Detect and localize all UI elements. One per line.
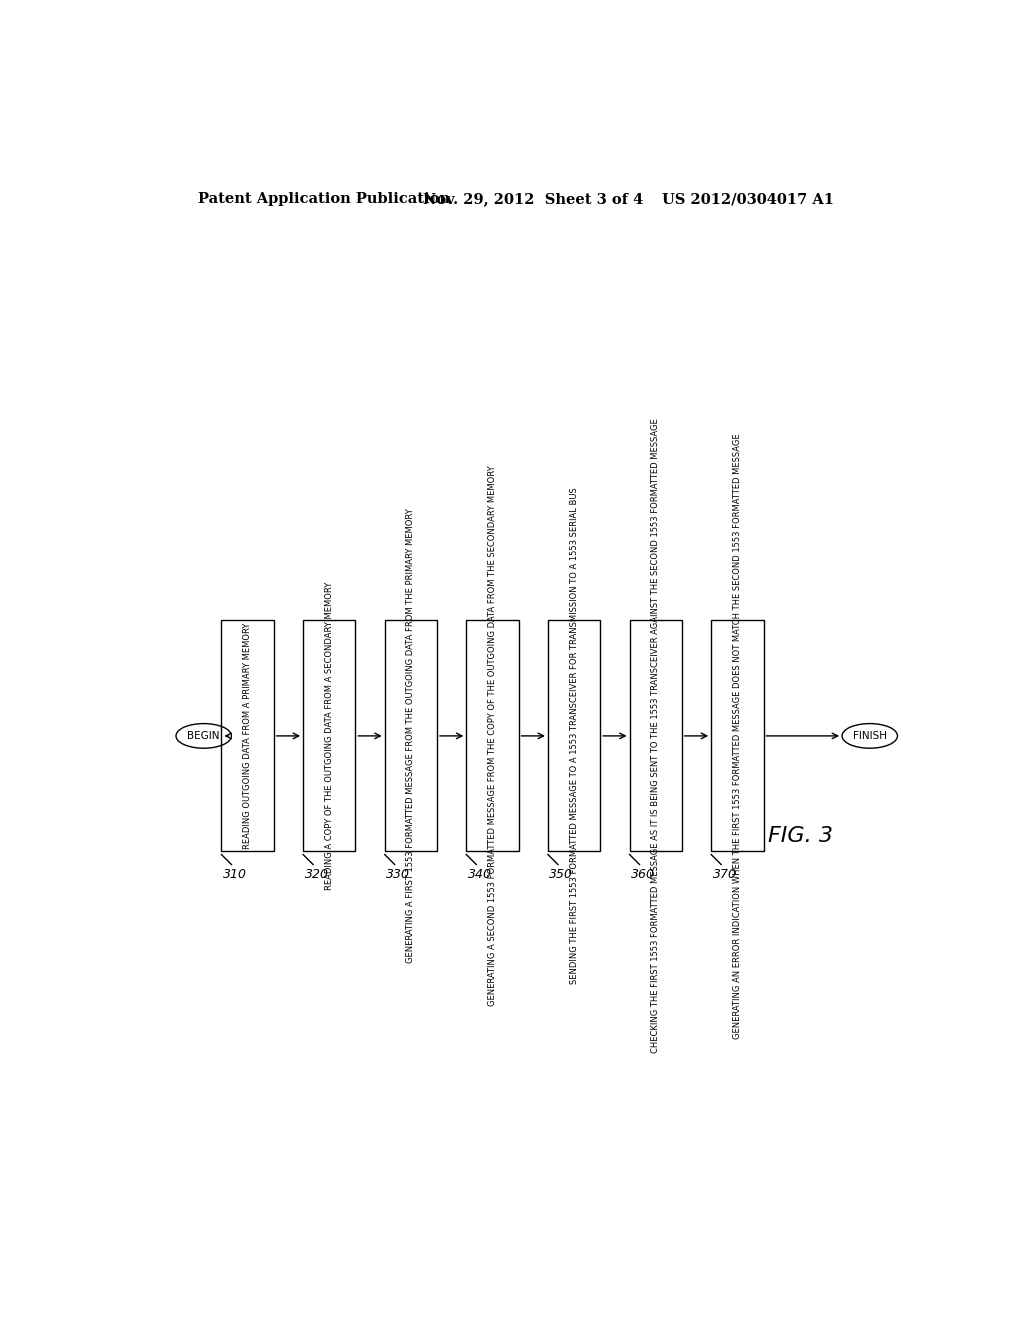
Text: READING OUTGOING DATA FROM A PRIMARY MEMORY: READING OUTGOING DATA FROM A PRIMARY MEM…	[243, 623, 252, 849]
Text: SENDING THE FIRST 1553 FORMATTED MESSAGE TO A 1553 TRANSCEIVER FOR TRANSMISSION : SENDING THE FIRST 1553 FORMATTED MESSAGE…	[569, 487, 579, 985]
Bar	[221, 620, 273, 851]
Text: GENERATING A FIRST 1553 FORMATTED MESSAGE FROM THE OUTGOING DATA FROM THE PRIMAR: GENERATING A FIRST 1553 FORMATTED MESSAG…	[407, 508, 416, 964]
Bar	[630, 620, 682, 851]
Text: BEGIN: BEGIN	[187, 731, 220, 741]
Text: 370: 370	[713, 869, 736, 882]
Text: Nov. 29, 2012  Sheet 3 of 4: Nov. 29, 2012 Sheet 3 of 4	[423, 193, 643, 206]
Text: 360: 360	[631, 869, 655, 882]
Text: CHECKING THE FIRST 1553 FORMATTED MESSAGE AS IT IS BEING SENT TO THE 1553 TRANSC: CHECKING THE FIRST 1553 FORMATTED MESSAG…	[651, 418, 660, 1053]
Text: 310: 310	[223, 869, 247, 882]
Bar	[548, 620, 600, 851]
Bar	[711, 620, 764, 851]
Text: 350: 350	[550, 869, 573, 882]
Text: 320: 320	[304, 869, 329, 882]
Bar	[466, 620, 518, 851]
Bar	[385, 620, 437, 851]
Bar	[303, 620, 355, 851]
Text: FINISH: FINISH	[853, 731, 887, 741]
Text: 330: 330	[386, 869, 411, 882]
Text: Patent Application Publication: Patent Application Publication	[198, 193, 450, 206]
Text: FIG. 3: FIG. 3	[768, 826, 833, 846]
Text: GENERATING AN ERROR INDICATION WHEN THE FIRST 1553 FORMATTED MESSAGE DOES NOT MA: GENERATING AN ERROR INDICATION WHEN THE …	[733, 433, 741, 1039]
Text: GENERATING A SECOND 1553 FORMATTED MESSAGE FROM THE COPY OF THE OUTGOING DATA FR: GENERATING A SECOND 1553 FORMATTED MESSA…	[488, 466, 497, 1006]
Text: READING A COPY OF THE OUTGOING DATA FROM A SECONDARY MEMORY: READING A COPY OF THE OUTGOING DATA FROM…	[325, 582, 334, 890]
Text: 340: 340	[468, 869, 492, 882]
Text: US 2012/0304017 A1: US 2012/0304017 A1	[662, 193, 834, 206]
